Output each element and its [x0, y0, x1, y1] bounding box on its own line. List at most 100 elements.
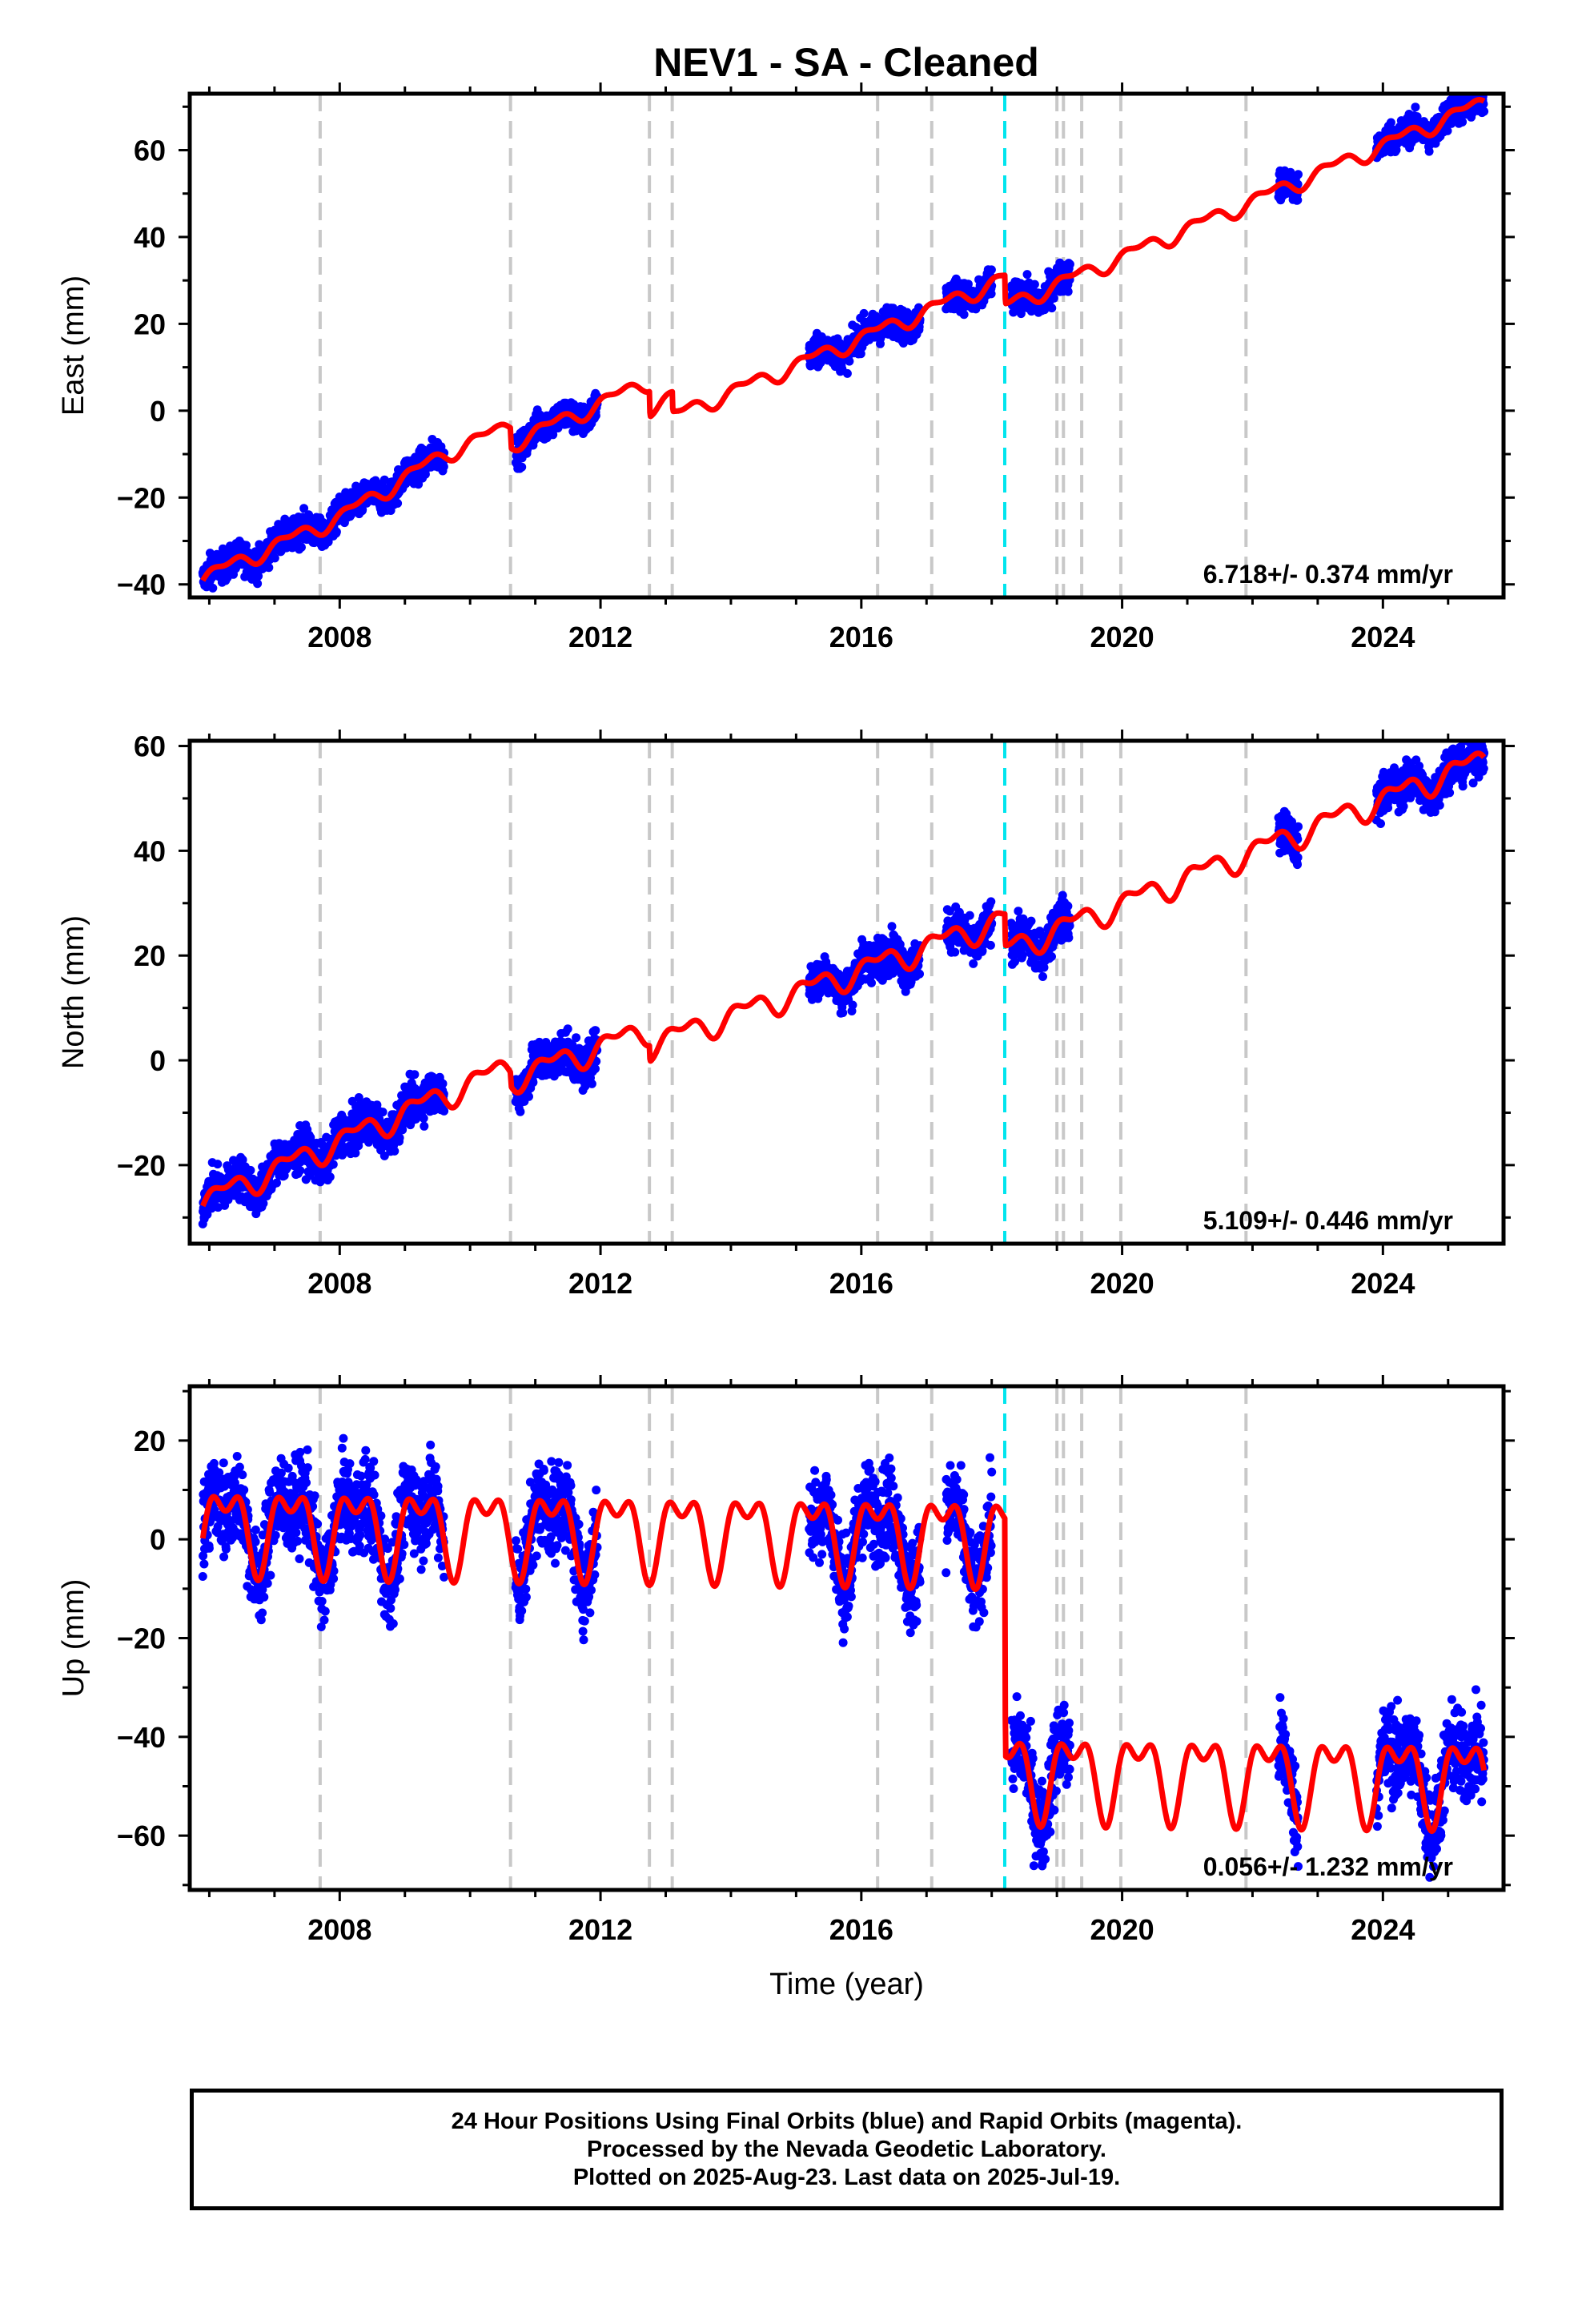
data-point — [1293, 195, 1303, 205]
data-point — [856, 349, 865, 359]
y-tick-label: 60 — [134, 134, 166, 167]
data-point — [438, 1079, 448, 1088]
data-point — [390, 1146, 400, 1156]
data-point — [563, 1024, 572, 1034]
data-layer — [198, 741, 1489, 1228]
data-point — [213, 1160, 223, 1169]
data-point — [572, 1033, 581, 1043]
y-tick-label: 0 — [150, 395, 166, 428]
data-point — [1477, 83, 1486, 92]
x-tick-label: 2008 — [307, 621, 371, 653]
data-point — [1064, 933, 1074, 943]
data-point — [420, 469, 430, 479]
x-tick-label: 2024 — [1351, 621, 1415, 653]
data-point — [845, 356, 854, 366]
data-point — [208, 583, 218, 593]
data-point — [1022, 270, 1032, 279]
data-point — [246, 1165, 255, 1175]
data-point — [867, 978, 876, 987]
data-point — [1018, 951, 1027, 960]
data-point — [587, 1079, 596, 1088]
y-tick-label: −40 — [117, 569, 166, 601]
y-tick-label: −20 — [117, 481, 166, 514]
data-point — [1386, 118, 1395, 127]
data-point — [517, 462, 527, 472]
data-point — [270, 553, 279, 563]
data-point — [848, 1000, 857, 1010]
velocity-label: 6.718+/- 0.374 mm/yr — [1203, 560, 1453, 589]
y-axis-label: East (mm) — [57, 275, 90, 416]
data-point — [1038, 972, 1047, 981]
data-point — [838, 1008, 848, 1018]
gps-time-series-figure: NEV1 - SA - Cleaned 2008 2012 2016 2020 2024… — [57, 40, 1515, 2001]
data-point — [1294, 822, 1303, 831]
data-point — [379, 475, 389, 485]
data-point — [965, 911, 974, 920]
data-point — [1458, 117, 1468, 127]
data-point — [1475, 79, 1484, 88]
data-point — [986, 940, 995, 950]
data-point — [1293, 179, 1303, 189]
data-point — [959, 310, 969, 320]
data-point — [1443, 126, 1452, 135]
data-point — [986, 265, 996, 275]
figure-title: NEV1 - SA - Cleaned — [653, 40, 1039, 85]
data-point — [1465, 84, 1474, 93]
data-point — [1063, 902, 1073, 911]
data-point — [1411, 103, 1420, 112]
data-layer — [198, 79, 1489, 593]
data-point — [242, 541, 251, 550]
data-point — [410, 1070, 420, 1080]
data-point — [516, 1107, 525, 1116]
data-point — [842, 368, 852, 378]
plot-frame — [187, 91, 1506, 600]
data-point — [439, 462, 448, 472]
data-point — [986, 897, 996, 907]
data-point — [887, 922, 897, 931]
x-tick-label: 2016 — [829, 621, 893, 653]
data-point — [1047, 952, 1056, 961]
data-point — [1063, 287, 1073, 296]
data-point — [963, 279, 973, 289]
data-point — [1294, 170, 1303, 179]
data-point — [203, 1210, 212, 1219]
data-point — [1049, 293, 1058, 303]
data-point — [877, 331, 886, 340]
data-point — [950, 947, 960, 957]
y-tick-label: 20 — [134, 308, 166, 340]
data-point — [1475, 83, 1484, 92]
data-point — [378, 1108, 387, 1117]
data-point — [524, 1092, 533, 1101]
data-point — [591, 1026, 600, 1035]
data-point — [420, 1121, 429, 1131]
y-tick-label: 40 — [134, 221, 166, 254]
data-point — [297, 542, 306, 552]
data-point — [253, 579, 263, 589]
data-point — [969, 959, 978, 968]
data-point — [393, 499, 403, 508]
data-point — [264, 563, 274, 573]
data-point — [1471, 81, 1480, 90]
x-tick-label: 2020 — [1090, 621, 1154, 653]
data-point — [1030, 279, 1039, 289]
data-point — [295, 1166, 305, 1176]
data-point — [331, 527, 341, 537]
panel-1: 2008 2012 2016 2020 2024 −40 −20 0 20 40 60 East (m… — [57, 79, 1515, 653]
data-point — [859, 308, 869, 318]
model-line — [200, 97, 1487, 583]
data-point — [395, 1133, 404, 1143]
data-point — [325, 1172, 335, 1182]
data-point — [591, 1064, 600, 1074]
data-point — [1480, 107, 1489, 116]
data-point — [1065, 259, 1074, 269]
data-point — [1293, 853, 1303, 862]
data-point — [915, 969, 924, 979]
x-tick-label: 2012 — [568, 621, 632, 653]
data-point — [1424, 147, 1434, 156]
data-point — [1014, 907, 1023, 916]
data-point — [986, 289, 996, 299]
data-point — [299, 504, 309, 513]
data-point — [1047, 304, 1057, 313]
data-point — [419, 1113, 428, 1123]
